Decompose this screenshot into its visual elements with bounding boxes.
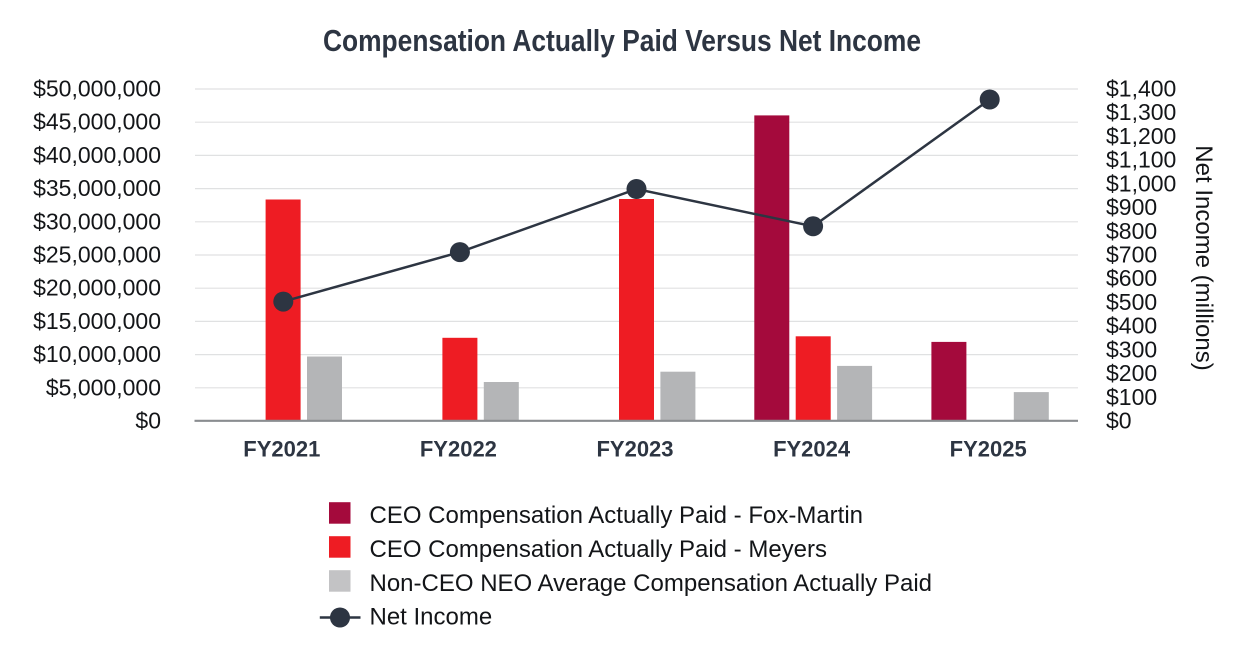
svg-text:$0: $0 xyxy=(135,408,161,434)
svg-text:$1,300: $1,300 xyxy=(1106,99,1176,125)
svg-text:CEO Compensation Actually Paid: CEO Compensation Actually Paid - Meyers xyxy=(370,536,828,563)
svg-text:$40,000,000: $40,000,000 xyxy=(33,142,161,168)
svg-text:FY2022: FY2022 xyxy=(420,437,497,462)
svg-text:$1,400: $1,400 xyxy=(1106,76,1176,102)
svg-text:$500: $500 xyxy=(1106,289,1157,315)
svg-text:FY2024: FY2024 xyxy=(773,437,851,462)
svg-text:FY2021: FY2021 xyxy=(243,437,320,462)
svg-text:$100: $100 xyxy=(1106,384,1157,410)
svg-text:$900: $900 xyxy=(1106,194,1157,220)
svg-text:$1,200: $1,200 xyxy=(1106,123,1176,149)
svg-text:$20,000,000: $20,000,000 xyxy=(33,275,161,301)
svg-text:$700: $700 xyxy=(1106,242,1157,268)
svg-text:$1,000: $1,000 xyxy=(1106,170,1176,196)
svg-text:$800: $800 xyxy=(1106,218,1157,244)
svg-text:CEO Compensation Actually Paid: CEO Compensation Actually Paid - Fox-Mar… xyxy=(370,502,864,529)
svg-text:$15,000,000: $15,000,000 xyxy=(33,308,161,334)
svg-text:Compensation Actually Paid Ver: Compensation Actually Paid Versus Net In… xyxy=(323,23,921,58)
svg-text:$45,000,000: $45,000,000 xyxy=(33,109,161,135)
svg-text:$30,000,000: $30,000,000 xyxy=(33,208,161,234)
svg-text:$25,000,000: $25,000,000 xyxy=(33,242,161,268)
svg-text:$35,000,000: $35,000,000 xyxy=(33,175,161,201)
svg-text:$400: $400 xyxy=(1106,313,1157,339)
svg-text:FY2023: FY2023 xyxy=(596,437,673,462)
svg-text:$300: $300 xyxy=(1106,336,1157,362)
svg-text:FY2025: FY2025 xyxy=(950,437,1027,462)
svg-text:$0: $0 xyxy=(1106,408,1132,434)
svg-text:$200: $200 xyxy=(1106,360,1157,386)
svg-text:$1,100: $1,100 xyxy=(1106,147,1176,173)
svg-text:$600: $600 xyxy=(1106,265,1157,291)
svg-text:$50,000,000: $50,000,000 xyxy=(33,76,161,102)
svg-text:Net Income: Net Income xyxy=(370,604,493,631)
svg-text:Non-CEO NEO Average Compensati: Non-CEO NEO Average Compensation Actuall… xyxy=(370,570,933,597)
svg-text:$5,000,000: $5,000,000 xyxy=(46,374,161,400)
svg-text:$10,000,000: $10,000,000 xyxy=(33,341,161,367)
svg-text:Net Income (millions): Net Income (millions) xyxy=(1190,145,1217,370)
